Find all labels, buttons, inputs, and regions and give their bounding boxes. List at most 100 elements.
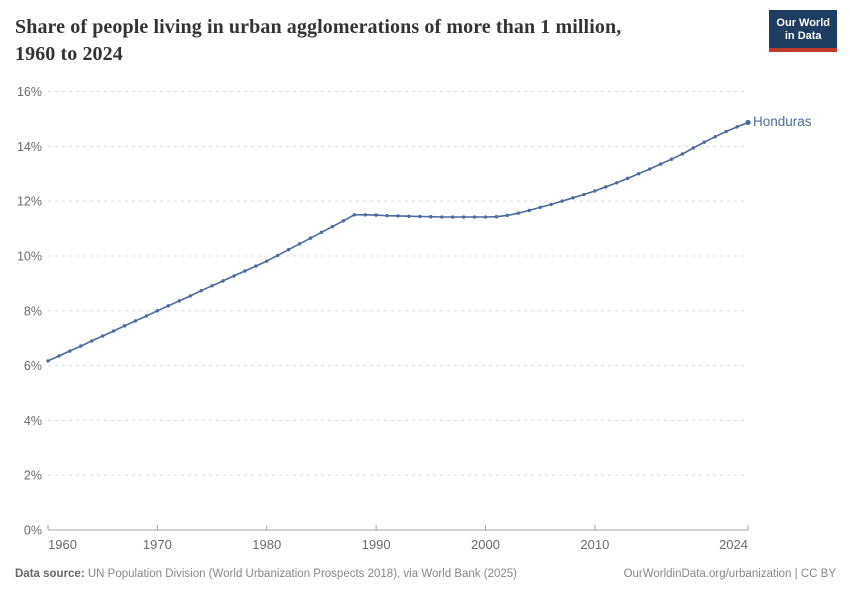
x-tick-label: 1970 bbox=[143, 537, 172, 552]
data-point[interactable] bbox=[352, 213, 356, 217]
y-tick-label: 14% bbox=[17, 140, 42, 154]
data-point[interactable] bbox=[636, 172, 641, 176]
data-point[interactable] bbox=[341, 219, 346, 223]
data-point[interactable] bbox=[407, 214, 411, 218]
data-point[interactable] bbox=[604, 185, 608, 189]
data-point[interactable] bbox=[286, 247, 291, 252]
data-point[interactable] bbox=[243, 269, 247, 273]
data-point[interactable] bbox=[418, 214, 422, 219]
data-point[interactable] bbox=[210, 284, 214, 288]
x-tick-label: 1990 bbox=[362, 537, 391, 552]
data-point[interactable] bbox=[144, 314, 149, 318]
data-point[interactable] bbox=[254, 264, 258, 268]
data-point[interactable] bbox=[385, 213, 389, 218]
data-point[interactable] bbox=[461, 215, 466, 219]
data-point[interactable] bbox=[363, 213, 367, 217]
data-point[interactable] bbox=[571, 196, 575, 200]
y-tick-label: 4% bbox=[24, 414, 42, 428]
entity-label-honduras[interactable]: Honduras bbox=[753, 114, 812, 129]
data-point[interactable] bbox=[549, 202, 553, 207]
y-tick-label: 16% bbox=[17, 85, 42, 99]
data-point[interactable] bbox=[68, 349, 72, 353]
data-point[interactable] bbox=[713, 135, 717, 139]
data-point[interactable] bbox=[166, 304, 171, 308]
data-point[interactable] bbox=[658, 162, 663, 166]
data-point[interactable] bbox=[472, 215, 477, 219]
chart-footer: Data source: UN Population Division (Wor… bbox=[15, 568, 836, 580]
x-axis: 1960 1970 1980 1990 2000 2010 2024 bbox=[47, 525, 749, 552]
data-point[interactable] bbox=[593, 189, 597, 193]
data-point[interactable] bbox=[494, 215, 499, 219]
data-source-label: Data source: bbox=[15, 568, 85, 580]
data-point[interactable] bbox=[297, 242, 302, 246]
data-point[interactable] bbox=[330, 224, 335, 229]
data-source-text: UN Population Division (World Urbanizati… bbox=[87, 568, 517, 580]
data-point[interactable] bbox=[100, 334, 105, 338]
data-source: Data source: UN Population Division (Wor… bbox=[15, 568, 517, 580]
data-point[interactable] bbox=[319, 230, 324, 235]
logo-line-1: Our World bbox=[776, 17, 830, 29]
data-point[interactable] bbox=[265, 259, 269, 263]
license-text: | CC BY bbox=[794, 568, 836, 580]
data-point[interactable] bbox=[177, 299, 181, 303]
data-point[interactable] bbox=[122, 324, 127, 328]
data-point[interactable] bbox=[90, 339, 94, 343]
data-point[interactable] bbox=[538, 205, 542, 210]
data-point[interactable] bbox=[57, 354, 61, 358]
data-point[interactable] bbox=[669, 157, 674, 161]
data-point[interactable] bbox=[527, 208, 531, 213]
data-point[interactable] bbox=[745, 119, 751, 126]
y-tick-label: 12% bbox=[17, 195, 42, 209]
data-point[interactable] bbox=[483, 215, 488, 219]
x-tick-label: 1960 bbox=[48, 537, 77, 552]
owid-logo[interactable]: Our World in Data bbox=[769, 10, 837, 52]
series-honduras[interactable] bbox=[46, 119, 751, 363]
data-point[interactable] bbox=[516, 211, 521, 215]
data-point[interactable] bbox=[440, 215, 444, 219]
page-title: Share of people living in urban agglomer… bbox=[15, 14, 621, 68]
footer-right: OurWorldinData.org/urbanization | CC BY bbox=[624, 568, 836, 580]
data-point[interactable] bbox=[702, 140, 706, 144]
y-tick-label: 10% bbox=[17, 249, 42, 263]
data-point[interactable] bbox=[275, 253, 280, 258]
title-line-2: 1960 to 2024 bbox=[15, 43, 123, 65]
data-point[interactable] bbox=[308, 236, 313, 240]
y-tick-label: 2% bbox=[24, 469, 42, 483]
data-point[interactable] bbox=[582, 192, 586, 197]
data-point[interactable] bbox=[111, 329, 116, 333]
data-point[interactable] bbox=[505, 213, 510, 218]
data-point[interactable] bbox=[691, 146, 696, 150]
title-line-1: Share of people living in urban agglomer… bbox=[15, 16, 622, 38]
x-tick-label: 2010 bbox=[580, 537, 609, 552]
series-line[interactable] bbox=[47, 121, 749, 362]
data-point[interactable] bbox=[221, 279, 225, 283]
x-tick-label: 2024 bbox=[719, 537, 748, 552]
data-point[interactable] bbox=[560, 199, 564, 203]
data-point[interactable] bbox=[429, 215, 433, 219]
data-point[interactable] bbox=[46, 359, 50, 363]
data-point[interactable] bbox=[374, 213, 378, 217]
logo-line-2: in Data bbox=[784, 30, 822, 42]
data-point[interactable] bbox=[188, 294, 192, 298]
data-point[interactable] bbox=[647, 167, 652, 171]
x-tick-label: 1980 bbox=[252, 537, 281, 552]
data-point[interactable] bbox=[625, 176, 630, 181]
footer-link[interactable]: OurWorldinData.org/urbanization bbox=[623, 568, 792, 580]
x-tick-label: 2000 bbox=[471, 537, 500, 552]
y-tick-label: 8% bbox=[24, 304, 42, 318]
data-point[interactable] bbox=[396, 214, 400, 218]
data-point[interactable] bbox=[79, 344, 83, 348]
data-point[interactable] bbox=[615, 181, 619, 185]
data-point[interactable] bbox=[199, 289, 203, 293]
data-point[interactable] bbox=[133, 319, 138, 323]
data-point[interactable] bbox=[450, 215, 455, 219]
data-point[interactable] bbox=[232, 274, 236, 278]
y-tick-label: 6% bbox=[24, 359, 42, 373]
y-tick-label: 0% bbox=[24, 524, 42, 538]
data-point[interactable] bbox=[735, 125, 739, 129]
data-point[interactable] bbox=[155, 309, 160, 313]
data-point[interactable] bbox=[724, 129, 728, 134]
gridlines: 0% 2% 4% 6% 8% 10% 12% 14% 16% bbox=[17, 85, 748, 538]
data-point[interactable] bbox=[680, 152, 685, 156]
